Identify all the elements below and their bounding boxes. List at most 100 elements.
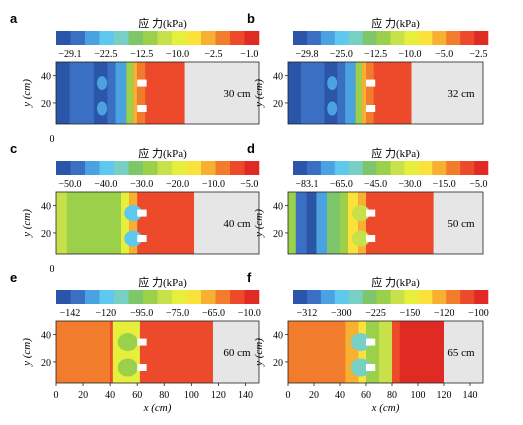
colorbar-tick-label: −22.5 xyxy=(94,49,117,60)
stress-band xyxy=(345,62,356,124)
colorbar-title: 应 力(kPa) xyxy=(371,275,420,289)
axis-zero-label: 0 xyxy=(50,134,55,145)
colorbar-tick-label: −10.0 xyxy=(202,179,225,190)
stress-band xyxy=(379,321,392,383)
distance-label: 30 cm xyxy=(223,88,251,100)
colorbar-swatch xyxy=(99,31,115,45)
stress-band xyxy=(347,192,359,254)
colorbar-swatch xyxy=(362,31,377,45)
y-tick-label: 40 xyxy=(273,331,283,342)
stress-band xyxy=(115,62,127,124)
colorbar-tick-label: −120 xyxy=(96,308,117,319)
anchor-block xyxy=(137,338,147,346)
y-tick-label: 20 xyxy=(41,358,51,369)
anchor-block xyxy=(137,79,147,87)
x-tick-label: 20 xyxy=(309,390,319,401)
colorbar-tick-label: −95.0 xyxy=(130,308,153,319)
colorbar-tick-label: −29.8 xyxy=(295,49,318,60)
colorbar-title: 应 力(kPa) xyxy=(138,275,187,289)
colorbar-tick-label: −30.0 xyxy=(130,179,153,190)
stress-contour xyxy=(97,101,108,116)
panel-b: b 应 力(kPa) −29.8 −25.0 −12.5 −10.0 −5.0 −2.5 32 … xyxy=(247,11,489,125)
colorbar-swatch xyxy=(70,31,86,45)
y-axis-label: y (cm) xyxy=(21,209,33,238)
colorbar-swatch xyxy=(474,31,489,45)
stress-band xyxy=(327,192,340,254)
colorbar-tick-label: −20.0 xyxy=(166,179,189,190)
colorbar-tick-label: −25.0 xyxy=(330,49,353,60)
colorbar-swatch xyxy=(244,31,260,45)
colorbar-swatch xyxy=(70,290,86,304)
stress-band xyxy=(358,321,366,383)
colorbar-swatch xyxy=(320,31,336,45)
colorbar-swatch xyxy=(244,290,260,304)
panel-d: d 应 力(kPa) −83.1 −65.0 −45.0 −30.0 −15.0 −5.0 50… xyxy=(247,141,489,255)
stress-contour xyxy=(117,333,138,352)
colorbar-swatch xyxy=(306,161,322,175)
colorbar-swatch xyxy=(244,161,260,175)
stress-band xyxy=(288,321,346,383)
colorbar-swatch xyxy=(114,31,129,45)
colorbar-swatch xyxy=(114,290,129,304)
colorbar-swatch xyxy=(128,161,144,175)
colorbar-swatch xyxy=(230,290,245,304)
y-tick-label: 40 xyxy=(41,331,51,342)
colorbar-swatch xyxy=(157,290,173,304)
colorbar-swatch xyxy=(362,290,377,304)
colorbar-tick-label: −40.0 xyxy=(94,179,117,190)
colorbar-swatch xyxy=(446,290,461,304)
stress-band xyxy=(145,62,154,124)
colorbar-swatch xyxy=(85,290,100,304)
colorbar-swatch xyxy=(376,31,391,45)
colorbar-swatch xyxy=(56,290,71,304)
anchor-block xyxy=(137,235,147,242)
anchor-block xyxy=(366,338,376,346)
stress-band xyxy=(56,192,67,254)
colorbar-swatch xyxy=(215,290,231,304)
colorbar-tick-label: −10.0 xyxy=(166,49,189,60)
colorbar-swatch xyxy=(56,161,71,175)
distance-label: 60 cm xyxy=(223,347,251,359)
panel-f: f 应 力(kPa) −312 −300 −225 −150 −120 −100 65 cm 40… xyxy=(247,270,489,414)
y-axis-label: y (cm) xyxy=(253,79,265,108)
colorbar-tick-label: −30.0 xyxy=(398,179,421,190)
colorbar-swatch xyxy=(418,161,433,175)
colorbar-swatch xyxy=(348,290,363,304)
x-tick-label: 60 xyxy=(132,390,142,401)
stress-contour xyxy=(117,358,138,377)
colorbar-tick-label: −12.5 xyxy=(364,49,387,60)
colorbar-swatch xyxy=(446,31,461,45)
colorbar-tick-label: −5.0 xyxy=(469,179,487,190)
colorbar-tick-label: −50.0 xyxy=(58,179,81,190)
stress-contour xyxy=(124,230,143,247)
stress-contour xyxy=(327,76,338,91)
stress-band xyxy=(120,192,130,254)
distance-label: 65 cm xyxy=(447,347,475,359)
panel-c: c 应 力(kPa) −50.0 −40.0 −30.0 −20.0 −10.0 −5.0 40… xyxy=(10,141,260,275)
colorbar-swatch xyxy=(362,161,377,175)
x-tick-label: 20 xyxy=(78,390,88,401)
colorbar-swatch xyxy=(215,31,231,45)
plot-frame xyxy=(287,191,484,255)
colorbar-swatch xyxy=(172,31,187,45)
colorbar-swatch xyxy=(474,161,489,175)
x-tick-label: 120 xyxy=(211,390,226,401)
colorbar-swatch xyxy=(320,161,336,175)
stress-band xyxy=(316,192,327,254)
colorbar-swatch xyxy=(390,290,405,304)
anchor-block xyxy=(366,79,376,87)
colorbar-swatch xyxy=(201,290,216,304)
x-tick-label: 0 xyxy=(286,390,291,401)
stress-contour xyxy=(351,205,370,222)
y-axis-label: y (cm) xyxy=(253,338,265,367)
colorbar-swatch xyxy=(348,161,363,175)
colorbar-swatch xyxy=(186,161,202,175)
distance-label: 40 cm xyxy=(223,218,251,230)
colorbar-tick-label: −75.0 xyxy=(166,308,189,319)
anchor-block xyxy=(137,209,147,217)
x-tick-label: 140 xyxy=(463,390,478,401)
x-tick-label: 0 xyxy=(54,390,59,401)
panel-letter: d xyxy=(247,141,255,156)
colorbar-swatch xyxy=(432,161,447,175)
